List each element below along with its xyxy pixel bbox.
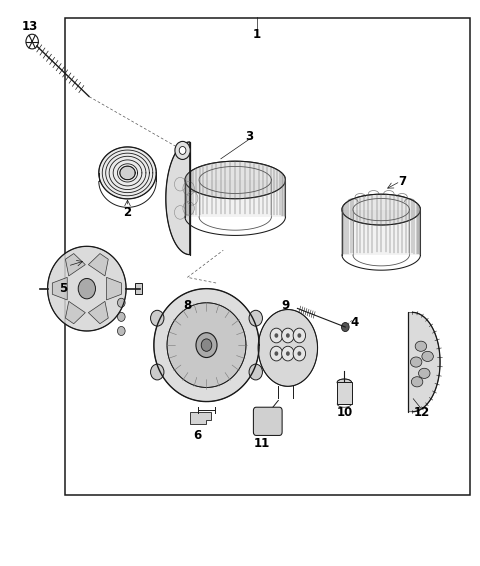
Circle shape [293, 328, 306, 343]
Polygon shape [65, 301, 85, 324]
Text: 3: 3 [245, 130, 253, 143]
Circle shape [151, 364, 164, 380]
Polygon shape [154, 289, 259, 401]
Polygon shape [99, 147, 156, 199]
Text: 10: 10 [337, 406, 353, 419]
Circle shape [282, 328, 294, 343]
Circle shape [270, 346, 283, 361]
Circle shape [275, 333, 278, 338]
Circle shape [201, 339, 212, 351]
Polygon shape [190, 411, 211, 424]
Text: 5: 5 [59, 282, 67, 295]
Polygon shape [185, 161, 286, 199]
Circle shape [151, 310, 164, 326]
Circle shape [286, 333, 290, 338]
Circle shape [298, 333, 301, 338]
Circle shape [293, 346, 306, 361]
Polygon shape [166, 142, 190, 255]
Bar [337, 383, 351, 404]
Circle shape [249, 310, 263, 326]
Text: 9: 9 [281, 299, 289, 312]
Circle shape [196, 333, 217, 358]
Circle shape [298, 351, 301, 356]
Text: 6: 6 [193, 429, 201, 442]
Circle shape [249, 364, 263, 380]
FancyBboxPatch shape [253, 407, 282, 435]
Ellipse shape [410, 357, 422, 367]
Circle shape [282, 346, 294, 361]
Text: 7: 7 [399, 175, 407, 188]
Circle shape [78, 278, 96, 299]
Bar [65, 18, 470, 495]
Bar [259, 413, 276, 420]
Circle shape [118, 298, 125, 307]
Polygon shape [408, 312, 440, 411]
Circle shape [179, 147, 186, 155]
Polygon shape [65, 254, 85, 276]
Polygon shape [342, 194, 420, 225]
Polygon shape [48, 246, 126, 331]
Polygon shape [88, 254, 108, 276]
Ellipse shape [411, 377, 423, 387]
Polygon shape [167, 303, 246, 388]
Circle shape [341, 323, 349, 332]
Bar [135, 283, 143, 294]
Polygon shape [52, 277, 67, 300]
Polygon shape [185, 180, 286, 217]
Polygon shape [337, 379, 351, 386]
Text: 13: 13 [21, 20, 37, 33]
Text: 11: 11 [253, 438, 270, 451]
Circle shape [286, 351, 290, 356]
Circle shape [175, 142, 190, 160]
Polygon shape [120, 166, 135, 179]
Ellipse shape [415, 341, 427, 351]
Text: 4: 4 [351, 316, 359, 329]
Circle shape [270, 328, 283, 343]
Text: 12: 12 [414, 406, 430, 419]
Circle shape [118, 327, 125, 336]
Polygon shape [107, 277, 121, 300]
Text: 1: 1 [252, 28, 261, 41]
Text: 8: 8 [183, 299, 192, 312]
Polygon shape [258, 310, 318, 387]
Ellipse shape [419, 368, 430, 379]
Bar [259, 422, 276, 429]
Text: 2: 2 [123, 206, 132, 219]
Polygon shape [342, 209, 420, 255]
Ellipse shape [422, 351, 433, 362]
Circle shape [118, 312, 125, 321]
Polygon shape [88, 301, 108, 324]
Circle shape [275, 351, 278, 356]
